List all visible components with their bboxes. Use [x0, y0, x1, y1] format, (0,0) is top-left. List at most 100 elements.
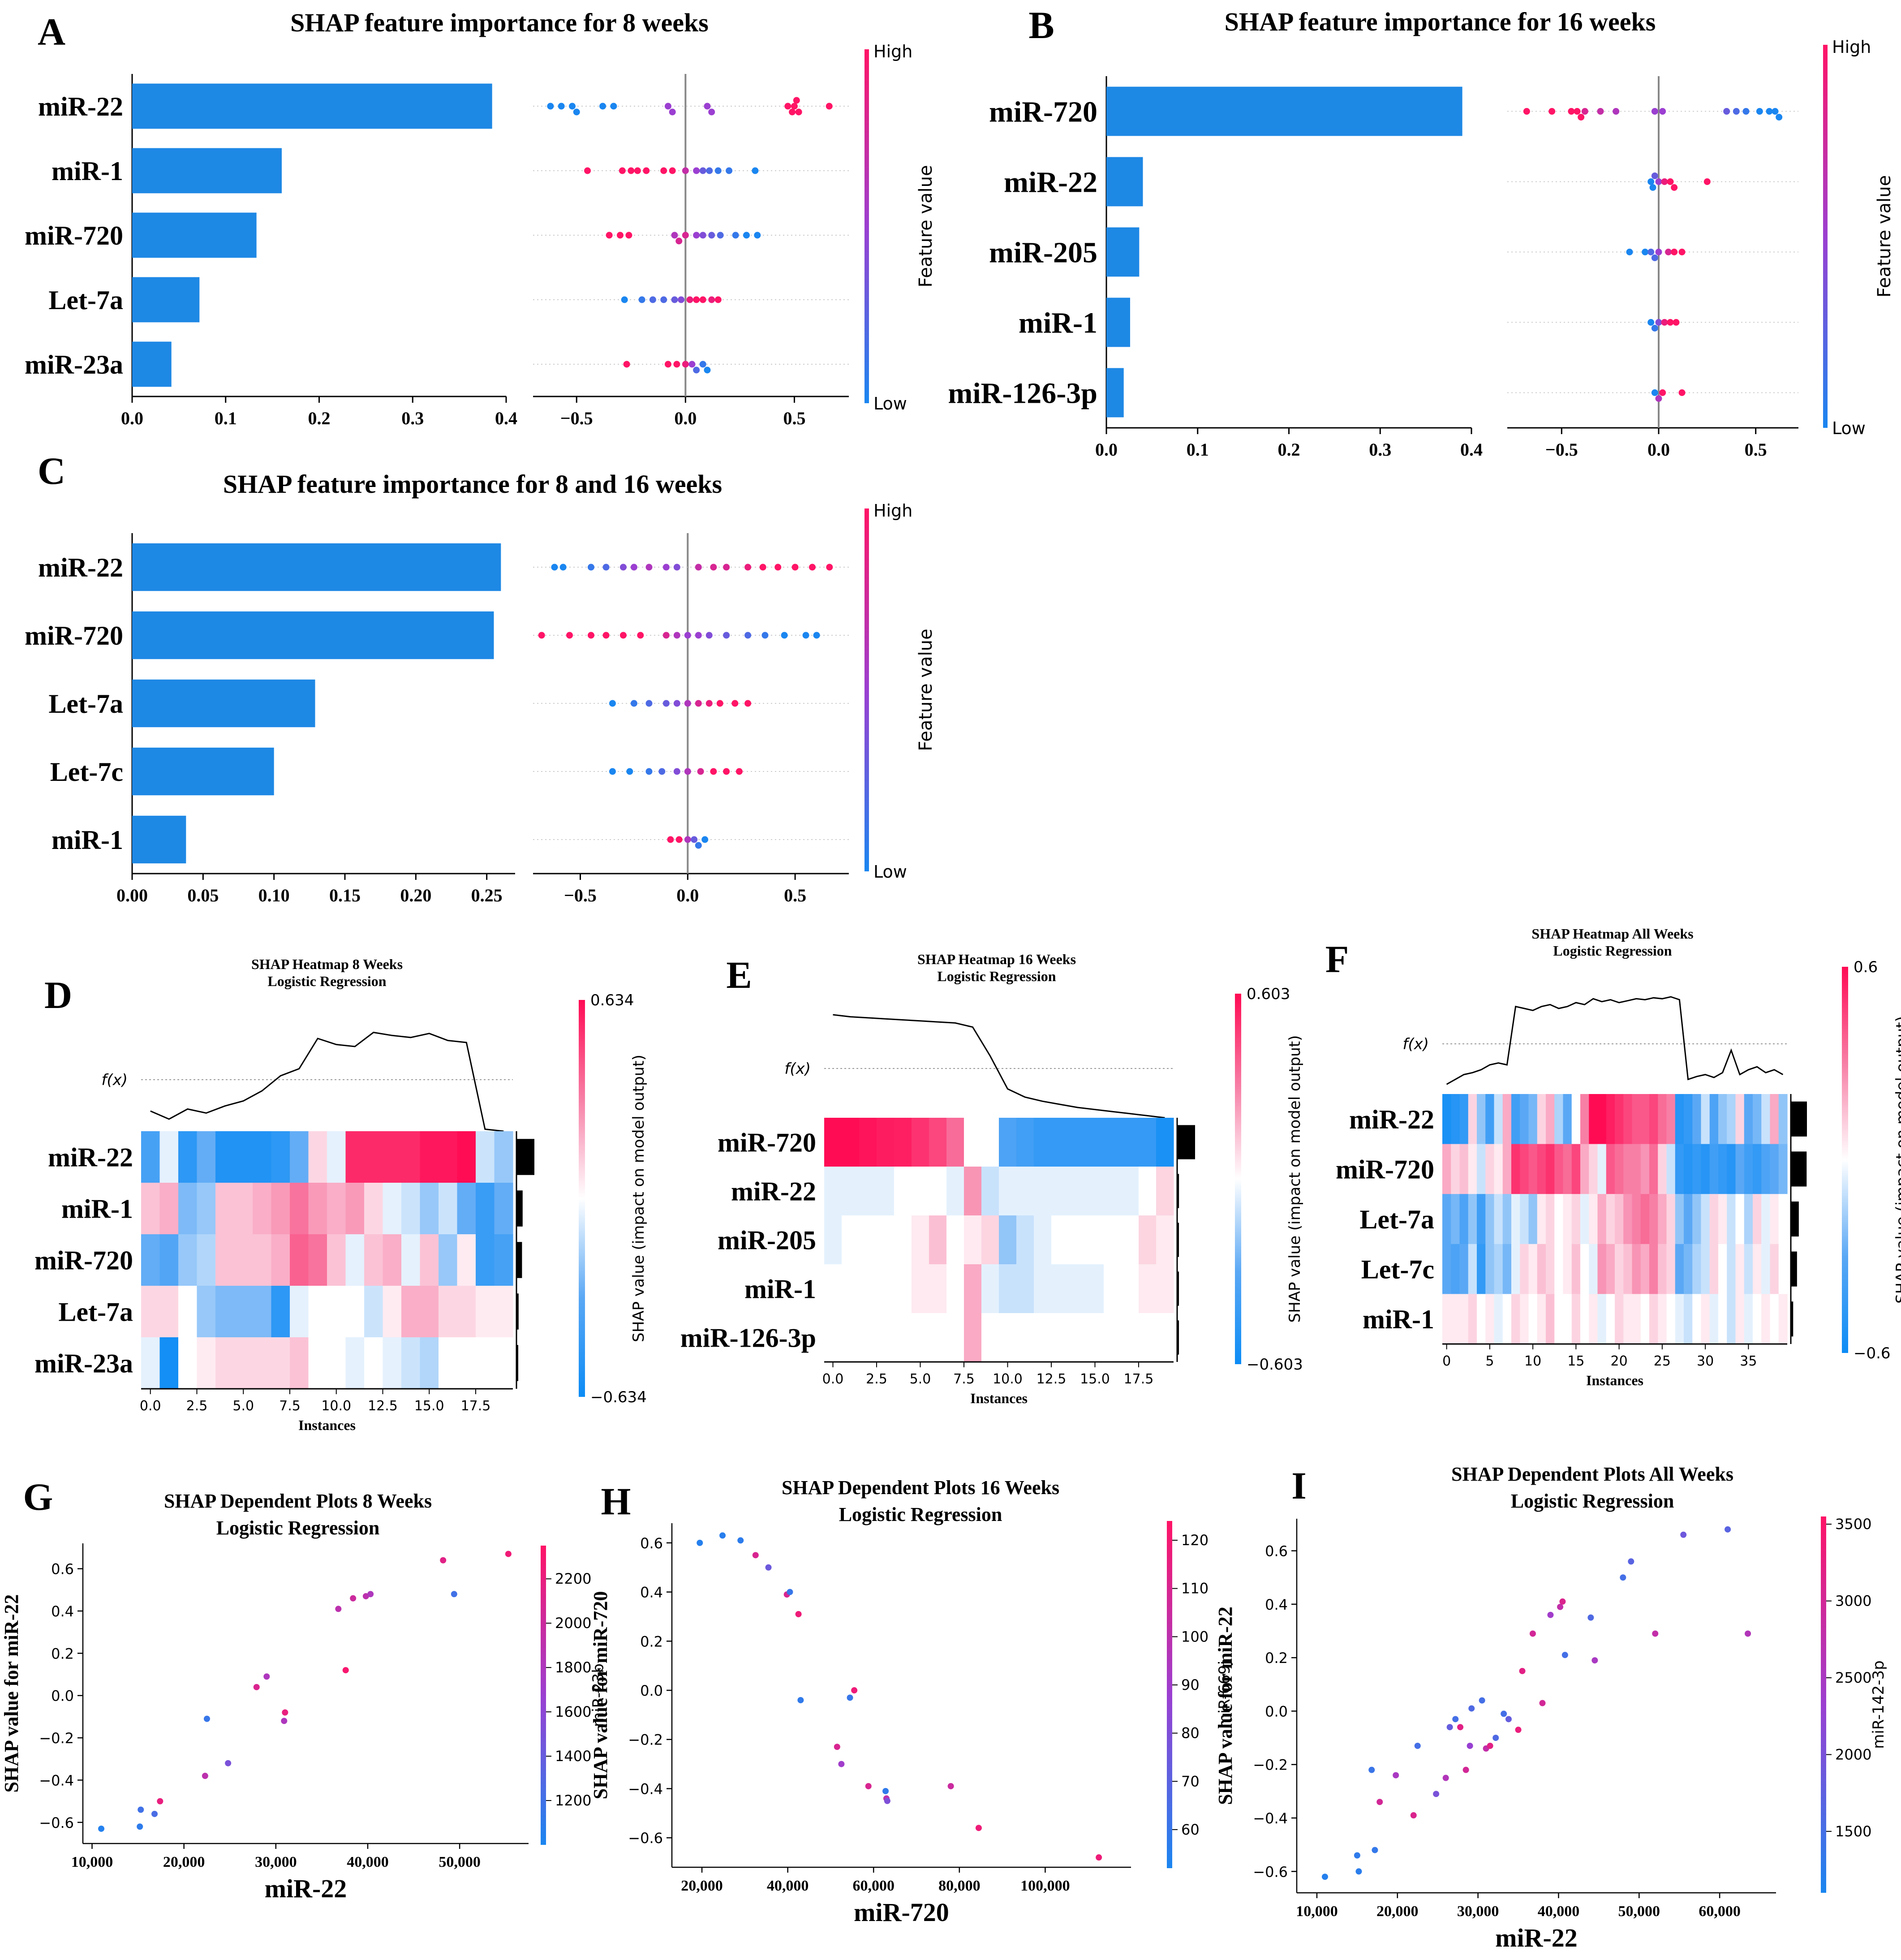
- bar-label-miR-1: miR-1: [52, 825, 123, 855]
- heatmap-cell: [1666, 1194, 1676, 1245]
- colorbar-tick-label: 3000: [1835, 1593, 1871, 1610]
- heatmap-cell: [1502, 1094, 1512, 1145]
- swarm-dot: [625, 232, 632, 239]
- scatter-point: [367, 1591, 374, 1598]
- heatmap-x-tick-label: 5: [1485, 1353, 1494, 1369]
- heatmap-cell: [912, 1313, 929, 1362]
- scatter-y-label: SHAP value for miR-720: [589, 1591, 611, 1800]
- heatmap-cell: [290, 1183, 309, 1235]
- colorbar-tick-label: 1500: [1835, 1823, 1871, 1840]
- heatmap-cell: [457, 1286, 476, 1338]
- panel-letter-G: G: [23, 1475, 53, 1518]
- heatmap-cell: [253, 1131, 272, 1183]
- scatter-subtitle: Logistic Regression: [216, 1517, 380, 1539]
- scatter-y-label: SHAP value for miR-22: [0, 1594, 22, 1793]
- swarm-dot: [699, 296, 706, 303]
- heatmap-cell: [1666, 1144, 1676, 1194]
- scatter-x-tick-label: 20,000: [1376, 1903, 1419, 1920]
- swarm-dot: [619, 167, 626, 174]
- scatter-y-tick-label: −0.2: [39, 1730, 74, 1747]
- scatter-point: [1479, 1697, 1485, 1704]
- swarm-dot: [684, 768, 691, 775]
- heatmap-cell: [981, 1264, 999, 1314]
- swarm-dot: [1647, 319, 1655, 326]
- swarm-dot: [559, 564, 567, 571]
- feature-colorbar: [864, 508, 869, 871]
- heatmap-cell: [1546, 1094, 1555, 1145]
- swarm-x-tick-label: −0.5: [560, 408, 593, 428]
- swarm-dot: [1661, 178, 1668, 185]
- heatmap-cell: [1606, 1094, 1615, 1145]
- importance-bar: [1791, 1101, 1807, 1137]
- heatmap-cell: [383, 1337, 402, 1389]
- bar-miR-720: [1106, 86, 1462, 136]
- swarm-dot: [723, 632, 730, 639]
- scatter-y-tick-label: 0.6: [51, 1561, 74, 1578]
- scatter-point: [851, 1687, 858, 1694]
- heatmap-cell: [1156, 1215, 1174, 1265]
- heatmap-cell: [253, 1337, 272, 1389]
- heatmap-cell: [946, 1215, 964, 1265]
- swarm-dot: [1578, 114, 1585, 121]
- heatmap-cell: [824, 1118, 842, 1167]
- bar-Let-7a: [132, 679, 315, 728]
- scatter-point: [1462, 1766, 1469, 1773]
- heatmap-cell: [1675, 1294, 1684, 1344]
- colorbar-tick-label: 90: [1181, 1676, 1200, 1693]
- heatmap-cell: [1640, 1294, 1650, 1344]
- swarm-dot: [619, 564, 627, 571]
- heatmap-cell: [981, 1118, 999, 1167]
- swarm-dot: [1574, 108, 1581, 115]
- swarm-dot: [781, 632, 788, 639]
- bar-label-miR-720: miR-720: [25, 221, 123, 250]
- heatmap-cell: [476, 1183, 495, 1235]
- heatmap-cell: [494, 1234, 513, 1286]
- swarm-dot: [710, 768, 717, 775]
- swarm-dot: [752, 167, 759, 174]
- importance-bar: [1177, 1271, 1179, 1306]
- swarm-dot: [616, 232, 624, 239]
- heatmap-cell: [178, 1234, 198, 1286]
- heatmap-cell: [1770, 1294, 1779, 1344]
- scatter-point: [440, 1557, 447, 1564]
- heatmap-x-tick-label: 5.0: [910, 1371, 931, 1387]
- heatmap-cell: [1563, 1244, 1572, 1294]
- heatmap-cell: [1563, 1194, 1572, 1245]
- heatmap-x-label: Instances: [1586, 1372, 1643, 1388]
- heatmap-cell: [1649, 1144, 1658, 1194]
- colorbar-title: miR-669j: [1216, 1661, 1234, 1728]
- bar-miR-126-3p: [1106, 368, 1124, 418]
- heatmap-row-label: miR-1: [744, 1275, 816, 1304]
- swarm-dot: [784, 103, 791, 110]
- scatter-point: [1354, 1852, 1360, 1859]
- scatter-point: [1547, 1611, 1554, 1618]
- scatter-x-tick-label: 30,000: [255, 1854, 297, 1870]
- scatter-x-tick-label: 40,000: [767, 1878, 809, 1894]
- swarm-x-tick-label: 0.5: [1745, 439, 1767, 460]
- heatmap-cell: [946, 1313, 964, 1362]
- heatmap-cell: [1727, 1094, 1736, 1145]
- heatmap-cell: [1528, 1194, 1538, 1245]
- bar-x-tick-label: 0.3: [1369, 439, 1391, 460]
- swarm-dot: [634, 167, 641, 174]
- heatmap-cell: [1554, 1194, 1564, 1245]
- heatmap-cell: [401, 1286, 421, 1338]
- swarm-dot: [660, 296, 667, 303]
- heatmap-cell: [271, 1131, 290, 1183]
- heatmap-cell: [1692, 1194, 1702, 1245]
- bar-x-tick-label: 0.15: [329, 885, 361, 905]
- heatmap-cell: [981, 1167, 999, 1216]
- panel-letter-H: H: [601, 1480, 631, 1523]
- swarm-dot: [1766, 108, 1773, 115]
- swarm-dot: [673, 632, 680, 639]
- heatmap-cell: [1477, 1294, 1486, 1344]
- scatter-point: [865, 1783, 872, 1789]
- heatmap-cell: [1451, 1144, 1460, 1194]
- heatmap-cell: [327, 1131, 346, 1183]
- swarm-dot: [599, 103, 606, 110]
- heatmap-cell: [476, 1234, 495, 1286]
- heatmap-cell: [1571, 1144, 1581, 1194]
- swarm-dot: [643, 167, 650, 174]
- heatmap-cell: [1615, 1244, 1624, 1294]
- heatmap-cell: [494, 1286, 513, 1338]
